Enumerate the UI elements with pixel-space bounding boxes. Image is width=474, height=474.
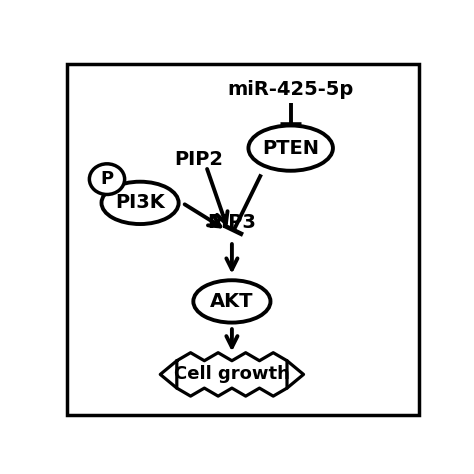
Text: PI3K: PI3K [115,193,165,212]
Text: PIP2: PIP2 [174,150,223,169]
Ellipse shape [101,182,179,224]
Text: Cell growth: Cell growth [174,365,290,383]
Ellipse shape [90,164,125,194]
Ellipse shape [193,280,271,323]
Text: PIP3: PIP3 [208,213,256,232]
Ellipse shape [248,126,333,171]
Text: PTEN: PTEN [262,138,319,158]
Text: miR-425-5p: miR-425-5p [228,80,354,99]
Text: AKT: AKT [210,292,254,311]
Text: P: P [100,170,114,188]
